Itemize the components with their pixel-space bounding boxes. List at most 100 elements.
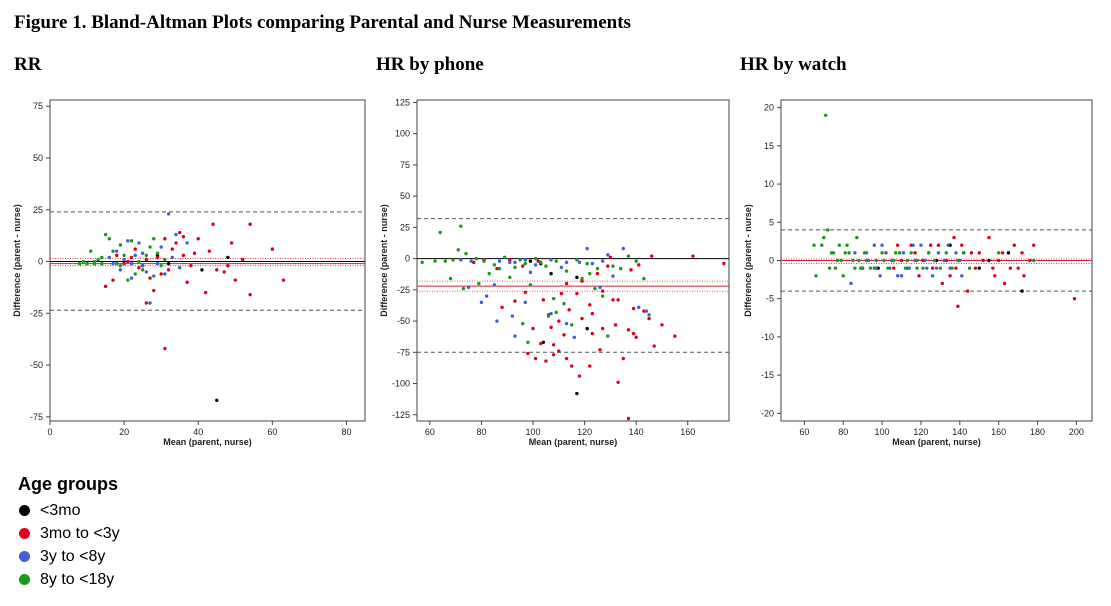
data-point-8y_18y <box>812 243 816 247</box>
data-point-3mo_3y <box>930 266 935 270</box>
data-point-8y_18y <box>564 269 569 273</box>
data-point-8y_18y <box>513 265 517 270</box>
data-point-8y_18y <box>835 258 840 263</box>
data-point-3y_8y <box>849 281 853 286</box>
x-tick-label: 20 <box>119 427 129 437</box>
data-point-3mo_3y <box>969 251 974 255</box>
data-point-3mo_3y <box>222 270 226 274</box>
data-point-8y_18y <box>451 258 455 262</box>
data-point-8y_18y <box>526 340 530 345</box>
y-tick-label: 75 <box>33 101 43 111</box>
data-point-3mo_3y <box>960 243 964 247</box>
y-tick-label: -25 <box>397 285 410 295</box>
data-point-lt3mo <box>549 271 553 276</box>
data-point-8y_18y <box>619 266 623 271</box>
data-point-3y_8y <box>549 258 553 262</box>
data-point-8y_18y <box>528 283 533 287</box>
y-tick-label: -50 <box>30 360 43 370</box>
data-point-8y_18y <box>148 245 152 249</box>
legend-dot <box>19 574 30 585</box>
data-point-8y_18y <box>831 251 836 255</box>
data-point-8y_18y <box>814 274 818 278</box>
data-point-8y_18y <box>544 264 548 268</box>
data-point-3y_8y <box>598 285 602 290</box>
data-point-3mo_3y <box>170 247 174 251</box>
data-point-3mo_3y <box>1028 258 1032 263</box>
data-point-8y_18y <box>482 259 486 263</box>
data-point-3mo_3y <box>1031 243 1036 247</box>
data-point-3mo_3y <box>185 280 189 284</box>
data-point-3mo_3y <box>241 257 245 262</box>
data-point-8y_18y <box>518 258 522 262</box>
data-point-3mo_3y <box>954 266 958 270</box>
data-point-8y_18y <box>851 258 855 263</box>
data-point-3y_8y <box>549 311 553 316</box>
data-point-3y_8y <box>637 305 641 310</box>
x-axis-label: Mean (parent, nurse) <box>529 437 618 447</box>
data-point-8y_18y <box>606 334 610 338</box>
data-point-8y_18y <box>100 261 104 266</box>
x-tick-label: 100 <box>875 427 890 437</box>
y-tick-label: -10 <box>761 332 774 342</box>
data-point-8y_18y <box>837 243 842 247</box>
data-point-3mo_3y <box>174 241 178 245</box>
data-point-8y_18y <box>126 278 130 282</box>
data-point-3mo_3y <box>226 263 230 268</box>
data-point-8y_18y <box>508 275 512 280</box>
data-point-3mo_3y <box>500 305 504 310</box>
y-tick-label: -75 <box>30 412 43 422</box>
data-point-lt3mo <box>977 266 981 270</box>
y-tick-label: 5 <box>769 217 774 227</box>
data-point-3y_8y <box>853 251 857 255</box>
data-point-3y_8y <box>572 335 576 340</box>
data-point-3y_8y <box>528 270 533 275</box>
data-point-8y_18y <box>611 264 615 268</box>
data-point-3mo_3y <box>103 284 108 289</box>
data-point-3mo_3y <box>1022 274 1026 278</box>
y-tick-label: -20 <box>761 408 774 418</box>
data-point-3mo_3y <box>608 255 613 260</box>
data-point-8y_18y <box>921 266 925 270</box>
data-point-3mo_3y <box>163 237 167 241</box>
data-point-3y_8y <box>479 300 484 305</box>
data-point-3mo_3y <box>551 353 556 357</box>
data-point-3mo_3y <box>564 281 569 286</box>
data-point-3y_8y <box>946 243 950 247</box>
data-point-3y_8y <box>934 266 939 270</box>
data-point-8y_18y <box>523 261 527 266</box>
data-point-3mo_3y <box>526 351 530 356</box>
data-point-8y_18y <box>843 251 847 255</box>
legend-dot <box>19 505 30 516</box>
data-point-8y_18y <box>144 253 149 258</box>
data-point-3mo_3y <box>616 380 620 384</box>
data-point-3mo_3y <box>144 257 149 262</box>
data-point-8y_18y <box>459 224 463 228</box>
data-point-3mo_3y <box>133 247 137 251</box>
data-point-8y_18y <box>118 263 123 268</box>
data-point-8y_18y <box>824 113 828 117</box>
data-point-3mo_3y <box>215 268 219 272</box>
data-point-3mo_3y <box>567 308 571 312</box>
data-point-3y_8y <box>513 260 517 265</box>
data-point-8y_18y <box>588 271 592 276</box>
data-point-3mo_3y <box>495 266 499 271</box>
data-point-3mo_3y <box>521 264 525 268</box>
data-point-8y_18y <box>962 251 966 255</box>
data-point-lt3mo <box>585 326 589 331</box>
data-point-8y_18y <box>152 237 156 241</box>
x-tick-label: 80 <box>476 427 486 437</box>
data-point-3y_8y <box>469 259 473 263</box>
data-point-8y_18y <box>122 253 126 258</box>
data-point-3mo_3y <box>557 349 561 353</box>
data-point-3mo_3y <box>598 348 602 352</box>
x-tick-label: 60 <box>425 427 435 437</box>
data-point-8y_18y <box>853 266 857 270</box>
panel-title-rr: RR <box>14 54 42 75</box>
data-point-8y_18y <box>893 251 898 255</box>
data-point-3y_8y <box>585 246 589 251</box>
data-point-8y_18y <box>915 266 919 270</box>
data-point-8y_18y <box>477 281 481 286</box>
data-point-3mo_3y <box>673 334 677 338</box>
data-point-3mo_3y <box>192 251 197 255</box>
data-point-3mo_3y <box>281 278 286 282</box>
